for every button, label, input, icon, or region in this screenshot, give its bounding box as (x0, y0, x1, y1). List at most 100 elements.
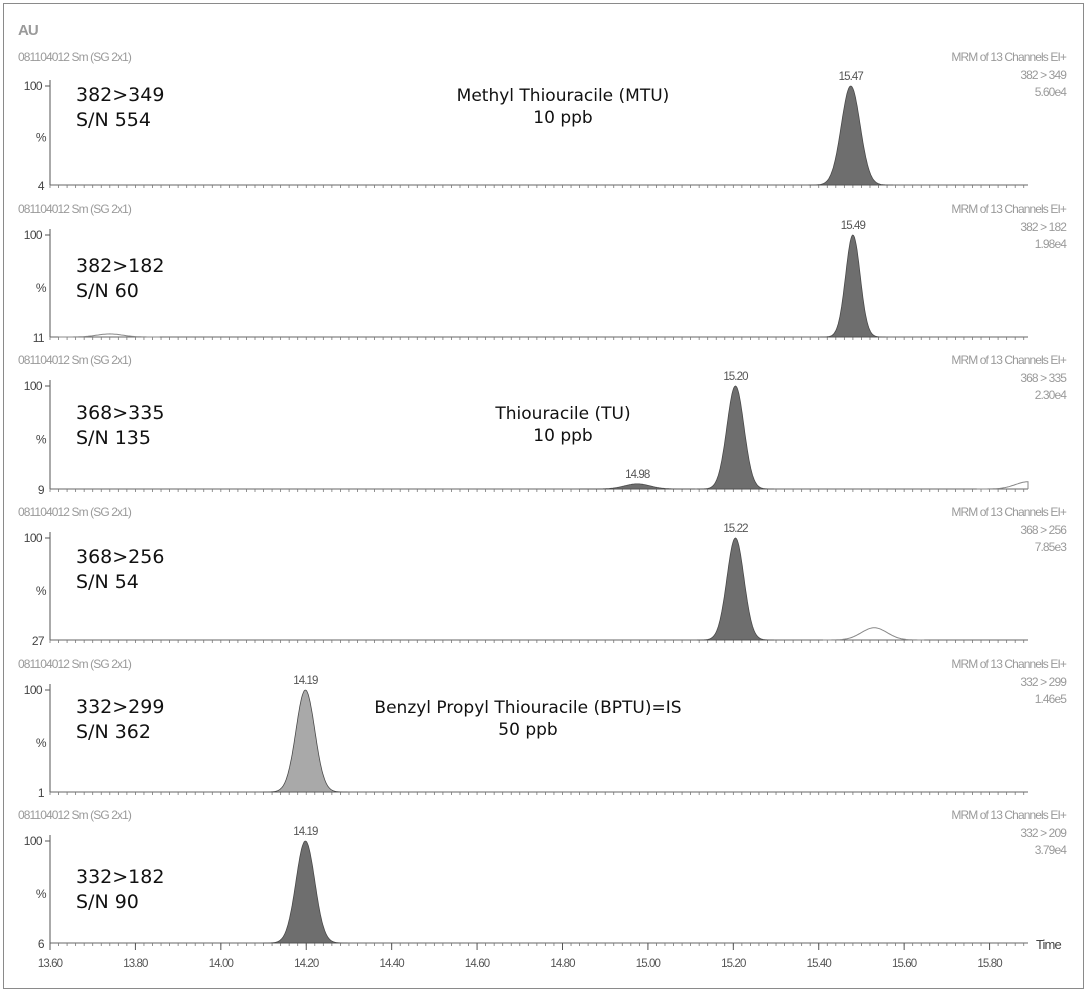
x-axis: 13.60 13.80 14.00 14.20 14.40 14.60 14.80 15.00… (38, 937, 1063, 970)
transition-header: 382 > 182 (1020, 220, 1067, 234)
function-label: MRM of 13 Channels EI+ (951, 657, 1066, 671)
noise-bump (976, 481, 1029, 490)
x-tick-label: 15.20 (721, 958, 746, 970)
y-top-label: 100 (24, 683, 43, 697)
x-tick-label: 13.80 (123, 958, 148, 970)
y-bottom-label: 1 (38, 786, 45, 800)
panel-3: 081104012 Sm (SG 2x1) MRM of 13 Channels … (18, 353, 1068, 497)
y-bottom-label: 9 (38, 483, 45, 497)
peak-rt-label: 15.22 (723, 523, 748, 535)
x-axis-label: Time (1036, 937, 1061, 952)
panel-5: 081104012 Sm (SG 2x1) MRM of 13 Channels … (18, 657, 1068, 800)
run-label: 081104012 Sm (SG 2x1) (18, 353, 132, 367)
intensity-label: 3.79e4 (1035, 843, 1068, 857)
transition-label: 368>256 (76, 546, 164, 568)
y-axis-title: AU (18, 22, 38, 39)
intensity-label: 7.85e3 (1035, 540, 1068, 554)
y-top-label: 100 (24, 79, 43, 93)
peak-rt-label: 15.20 (723, 371, 748, 383)
transition-header: 382 > 349 (1020, 68, 1067, 82)
peak-rt-label: 14.19 (293, 826, 318, 838)
x-tick-label: 15.60 (892, 958, 917, 970)
function-label: MRM of 13 Channels EI+ (951, 808, 1066, 822)
chart-frame (3, 3, 1084, 989)
sn-label: S/N 60 (76, 280, 139, 302)
panel-1: 081104012 Sm (SG 2x1) MRM of 13 Channels … (18, 50, 1068, 193)
peak-area (697, 537, 774, 641)
x-tick-label: 15.00 (636, 958, 661, 970)
panel-2: 081104012 Sm (SG 2x1) MRM of 13 Channels … (18, 202, 1068, 345)
run-label: 081104012 Sm (SG 2x1) (18, 657, 132, 671)
transition-header: 332 > 209 (1020, 826, 1067, 840)
y-bottom-label: 11 (33, 331, 45, 345)
noise-bump (58, 333, 160, 338)
panel-6: 081104012 Sm (SG 2x1) MRM of 13 Channels … (18, 808, 1068, 951)
transition-label: 332>182 (76, 866, 164, 888)
conc-label: 10 ppb (533, 108, 592, 128)
peak-area (579, 483, 695, 490)
y-top-label: 100 (24, 834, 43, 848)
x-tick-label: 14.40 (380, 958, 405, 970)
y-bottom-label: 27 (32, 634, 45, 648)
transition-header: 368 > 335 (1020, 371, 1067, 385)
y-unit-label: % (36, 584, 47, 598)
x-tick-label: 14.80 (550, 958, 575, 970)
function-label: MRM of 13 Channels EI+ (951, 202, 1066, 216)
peak-rt-label: 15.49 (841, 220, 866, 232)
transition-label: 368>335 (76, 402, 164, 424)
transition-header: 368 > 256 (1020, 523, 1067, 537)
peak-rt-label: 14.19 (293, 675, 318, 687)
y-unit-label: % (36, 887, 47, 901)
run-label: 081104012 Sm (SG 2x1) (18, 505, 132, 519)
peak-rt-label: 15.47 (839, 71, 864, 83)
transition-label: 332>299 (76, 696, 164, 718)
y-unit-label: % (36, 131, 47, 145)
noise-bump (823, 627, 925, 641)
x-tick-label: 15.40 (807, 958, 832, 970)
compound-label: Thiouracile (TU) (494, 404, 630, 424)
peak-area (263, 840, 348, 944)
y-top-label: 100 (24, 531, 43, 545)
run-label: 081104012 Sm (SG 2x1) (18, 50, 132, 64)
peak-area (263, 689, 348, 793)
y-unit-label: % (36, 433, 47, 447)
peak-area (697, 385, 774, 490)
intensity-label: 5.60e4 (1035, 85, 1068, 99)
peak-area (808, 85, 893, 186)
y-top-label: 100 (24, 379, 43, 393)
intensity-label: 2.30e4 (1035, 388, 1068, 402)
x-tick-label: 14.00 (209, 958, 234, 970)
transition-header: 332 > 299 (1020, 675, 1067, 689)
compound-label: Benzyl Propyl Thiouracile (BPTU)=IS (374, 698, 681, 718)
y-unit-label: % (36, 736, 47, 750)
intensity-label: 1.46e5 (1035, 692, 1068, 706)
chromatogram-panels: 081104012 Sm (SG 2x1) MRM of 13 Channels … (18, 50, 1068, 951)
run-label: 081104012 Sm (SG 2x1) (18, 808, 132, 822)
x-tick-label: 13.60 (38, 958, 63, 970)
function-label: MRM of 13 Channels EI+ (951, 50, 1066, 64)
sn-label: S/N 90 (76, 891, 139, 913)
x-tick-label: 15.80 (977, 958, 1002, 970)
sn-label: S/N 135 (76, 427, 151, 449)
y-bottom-label: 6 (38, 937, 45, 951)
conc-label: 50 ppb (498, 720, 557, 740)
function-label: MRM of 13 Channels EI+ (951, 353, 1066, 367)
peak-rt-label: 14.98 (625, 469, 650, 481)
x-tick-label: 14.60 (465, 958, 490, 970)
x-tick-label: 14.20 (294, 958, 319, 970)
panel-4: 081104012 Sm (SG 2x1) MRM of 13 Channels … (18, 505, 1068, 648)
conc-label: 10 ppb (533, 426, 592, 446)
function-label: MRM of 13 Channels EI+ (951, 505, 1066, 519)
transition-label: 382>349 (76, 84, 164, 106)
y-unit-label: % (36, 281, 47, 295)
transition-label: 382>182 (76, 255, 164, 277)
sn-label: S/N 54 (76, 571, 139, 593)
compound-label: Methyl Thiouracile (MTU) (457, 86, 670, 106)
run-label: 081104012 Sm (SG 2x1) (18, 202, 132, 216)
peak-area (820, 234, 886, 338)
y-bottom-label: 4 (38, 179, 45, 193)
sn-label: S/N 554 (76, 109, 151, 131)
sn-label: S/N 362 (76, 721, 151, 743)
y-top-label: 100 (24, 228, 43, 242)
